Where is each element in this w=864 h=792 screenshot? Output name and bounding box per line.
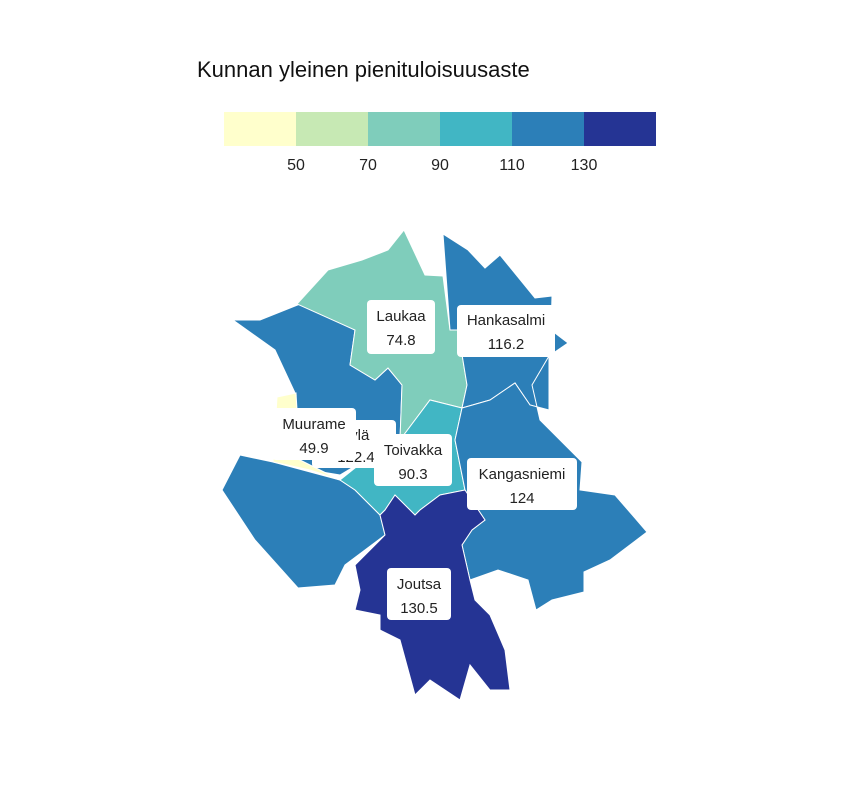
region-label-name: Joutsa bbox=[397, 576, 442, 593]
region-label-value: 124 bbox=[509, 490, 534, 507]
region-label-value: 130.5 bbox=[400, 600, 438, 617]
region-label-kangasniemi: Kangasniemi 124 bbox=[467, 458, 577, 510]
region-label-value: 116.2 bbox=[488, 336, 524, 353]
region-label-value: 49.9 bbox=[299, 440, 328, 457]
region-label-name: Toivakka bbox=[384, 442, 443, 459]
region-label-toivakka: Toivakka 90.3 bbox=[374, 434, 452, 486]
legend-tick-label: 70 bbox=[359, 157, 377, 174]
region-label-name: Hankasalmi bbox=[467, 312, 545, 329]
region-label-name: Kangasniemi bbox=[479, 466, 566, 483]
legend-swatch bbox=[368, 112, 440, 146]
region-label-value: 90.3 bbox=[398, 466, 427, 483]
legend-swatch bbox=[512, 112, 584, 146]
legend-color-bar bbox=[224, 112, 656, 146]
legend-tick-label: 130 bbox=[571, 157, 598, 174]
legend-ticks: 50 70 90 110 130 bbox=[287, 157, 597, 174]
region-label-name: Muurame bbox=[282, 416, 345, 433]
legend-swatch bbox=[440, 112, 512, 146]
legend-swatch bbox=[584, 112, 656, 146]
region-label-hankasalmi: Hankasalmi 116.2 bbox=[457, 305, 555, 357]
legend-title: Kunnan yleinen pienituloisuusaste bbox=[197, 57, 530, 82]
region-label-name: Laukaa bbox=[376, 308, 426, 325]
region-label-value: 74.8 bbox=[386, 332, 415, 349]
legend-tick-label: 90 bbox=[431, 157, 449, 174]
legend-swatch bbox=[224, 112, 296, 146]
legend-tick-label: 110 bbox=[499, 157, 525, 174]
region-label-joutsa: Joutsa 130.5 bbox=[387, 568, 451, 620]
region-label-laukaa: Laukaa 74.8 bbox=[367, 300, 435, 354]
legend-tick-label: 50 bbox=[287, 157, 305, 174]
region-label-muurame: Muurame 49.9 bbox=[272, 408, 356, 460]
legend-swatch bbox=[296, 112, 368, 146]
